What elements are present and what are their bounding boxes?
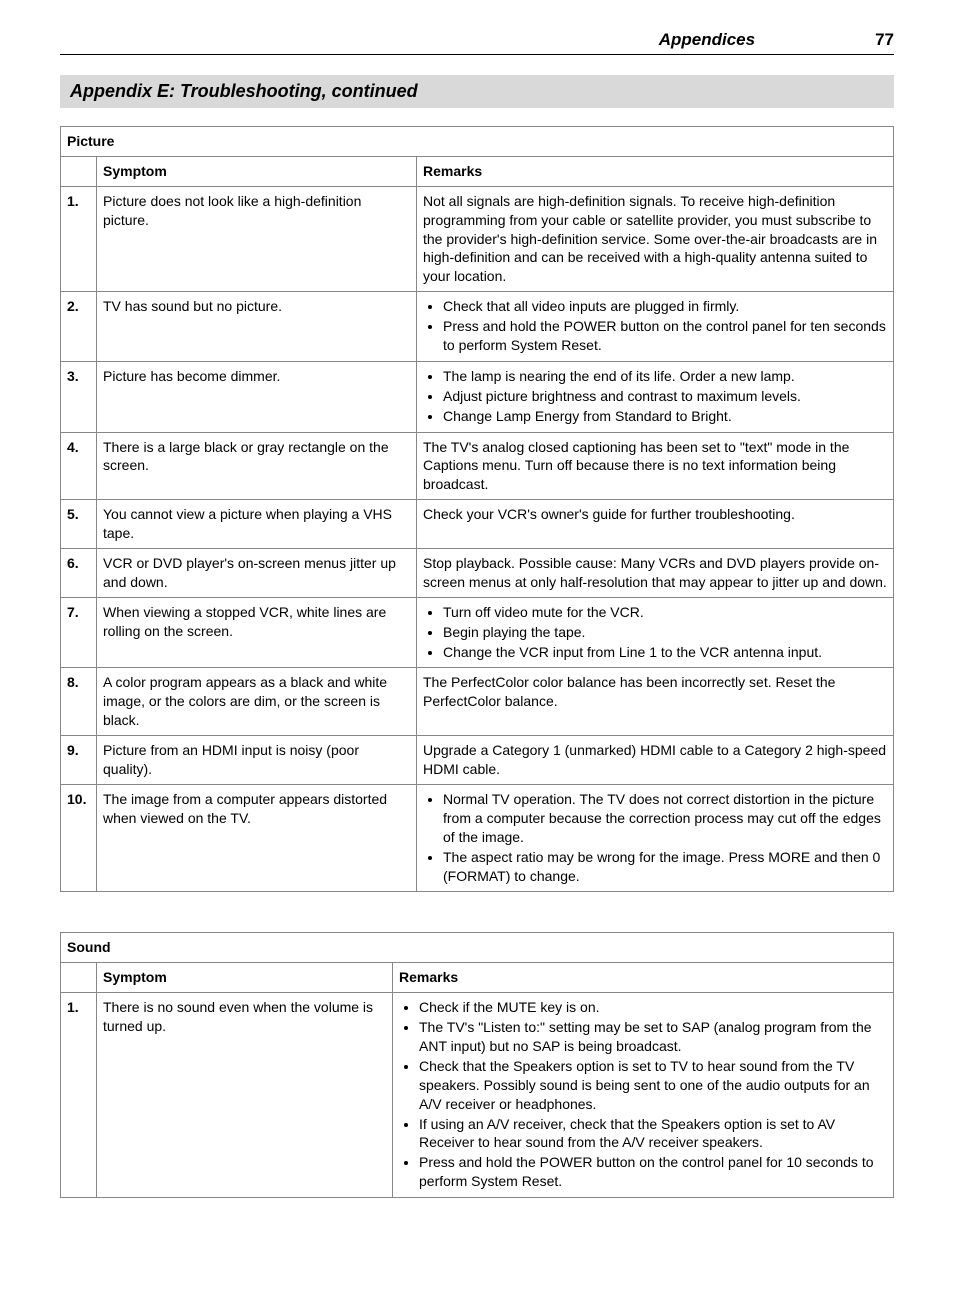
table-header-row: Symptom Remarks <box>61 156 894 186</box>
table-category-row: Sound <box>61 933 894 963</box>
remarks-list-item: The lamp is nearing the end of its life.… <box>443 367 887 386</box>
symptom-cell: There is no sound even when the volume i… <box>97 993 393 1198</box>
symptom-cell: When viewing a stopped VCR, white lines … <box>97 597 417 668</box>
col-symptom-header: Symptom <box>97 156 417 186</box>
remarks-list-item: Adjust picture brightness and contrast t… <box>443 387 887 406</box>
symptom-cell: Picture has become dimmer. <box>97 361 417 432</box>
page-header: Appendices 77 <box>60 30 894 55</box>
remarks-list-item: Press and hold the POWER button on the c… <box>443 317 887 355</box>
symptom-cell: The image from a computer appears distor… <box>97 784 417 891</box>
remarks-list: Check if the MUTE key is on.The TV's "Li… <box>399 998 887 1191</box>
remarks-list-item: Check that all video inputs are plugged … <box>443 297 887 316</box>
symptom-cell: You cannot view a picture when playing a… <box>97 500 417 549</box>
col-num-header <box>61 156 97 186</box>
remarks-cell: The lamp is nearing the end of its life.… <box>417 361 894 432</box>
remarks-list-item: Begin playing the tape. <box>443 623 887 642</box>
table-row: 4.There is a large black or gray rectang… <box>61 432 894 500</box>
table-row: 2.TV has sound but no picture. Check that… <box>61 292 894 362</box>
col-symptom-header: Symptom <box>97 963 393 993</box>
appendix-title: Appendix E: Troubleshooting, continued <box>70 81 418 101</box>
row-number: 7. <box>61 597 97 668</box>
remarks-list-item: Turn off video mute for the VCR. <box>443 603 887 622</box>
row-number: 1. <box>61 993 97 1198</box>
remarks-list-item: The TV's "Listen to:" setting may be set… <box>419 1018 887 1056</box>
symptom-cell: TV has sound but no picture. <box>97 292 417 362</box>
table-category-label: Sound <box>61 933 894 963</box>
remarks-list: Turn off video mute for the VCR.Begin pl… <box>423 603 887 662</box>
remarks-cell: Stop playback. Possible cause: Many VCRs… <box>417 549 894 598</box>
symptom-cell: A color program appears as a black and w… <box>97 668 417 736</box>
remarks-list: Check that all video inputs are plugged … <box>423 297 887 355</box>
remarks-cell: Not all signals are high-definition sign… <box>417 186 894 291</box>
header-section-label: Appendices <box>659 30 755 50</box>
symptom-cell: There is a large black or gray rectangle… <box>97 432 417 500</box>
remarks-cell: Check if the MUTE key is on.The TV's "Li… <box>393 993 894 1198</box>
remarks-cell: Check your VCR's owner's guide for furth… <box>417 500 894 549</box>
header-page-number: 77 <box>875 30 894 50</box>
sound-table: Sound Symptom Remarks 1.There is no soun… <box>60 932 894 1198</box>
table-row: 1.There is no sound even when the volume… <box>61 993 894 1198</box>
remarks-list-item: Change Lamp Energy from Standard to Brig… <box>443 407 887 426</box>
table-row: 1.Picture does not look like a high-defi… <box>61 186 894 291</box>
row-number: 3. <box>61 361 97 432</box>
row-number: 10. <box>61 784 97 891</box>
table-row: 9.Picture from an HDMI input is noisy (p… <box>61 736 894 785</box>
remarks-cell: Check that all video inputs are plugged … <box>417 292 894 362</box>
symptom-cell: Picture from an HDMI input is noisy (poo… <box>97 736 417 785</box>
table-row: 6.VCR or DVD player's on-screen menus ji… <box>61 549 894 598</box>
remarks-cell: Upgrade a Category 1 (unmarked) HDMI cab… <box>417 736 894 785</box>
remarks-cell: The PerfectColor color balance has been … <box>417 668 894 736</box>
row-number: 6. <box>61 549 97 598</box>
table-category-label: Picture <box>61 127 894 157</box>
remarks-list-item: Change the VCR input from Line 1 to the … <box>443 643 887 662</box>
table-header-row: Symptom Remarks <box>61 963 894 993</box>
page-container: Appendices 77 Appendix E: Troubleshootin… <box>0 0 954 1298</box>
table-row: 7.When viewing a stopped VCR, white line… <box>61 597 894 668</box>
remarks-list-item: The aspect ratio may be wrong for the im… <box>443 848 887 886</box>
row-number: 9. <box>61 736 97 785</box>
row-number: 4. <box>61 432 97 500</box>
remarks-cell: Normal TV operation. The TV does not cor… <box>417 784 894 891</box>
appendix-title-bar: Appendix E: Troubleshooting, continued <box>60 75 894 108</box>
row-number: 8. <box>61 668 97 736</box>
picture-table: Picture Symptom Remarks 1.Picture does n… <box>60 126 894 892</box>
remarks-list-item: Normal TV operation. The TV does not cor… <box>443 790 887 847</box>
row-number: 1. <box>61 186 97 291</box>
col-remarks-header: Remarks <box>393 963 894 993</box>
remarks-list-item: Check that the Speakers option is set to… <box>419 1057 887 1114</box>
col-remarks-header: Remarks <box>417 156 894 186</box>
symptom-cell: Picture does not look like a high-defini… <box>97 186 417 291</box>
remarks-cell: The TV's analog closed captioning has be… <box>417 432 894 500</box>
row-number: 5. <box>61 500 97 549</box>
table-category-row: Picture <box>61 127 894 157</box>
remarks-list-item: Press and hold the POWER button on the c… <box>419 1153 887 1191</box>
row-number: 2. <box>61 292 97 362</box>
remarks-cell: Turn off video mute for the VCR.Begin pl… <box>417 597 894 668</box>
remarks-list: The lamp is nearing the end of its life.… <box>423 367 887 426</box>
table-row: 10.The image from a computer appears dis… <box>61 784 894 891</box>
symptom-cell: VCR or DVD player's on-screen menus jitt… <box>97 549 417 598</box>
table-row: 8.A color program appears as a black and… <box>61 668 894 736</box>
remarks-list-item: Check if the MUTE key is on. <box>419 998 887 1017</box>
col-num-header <box>61 963 97 993</box>
remarks-list: Normal TV operation. The TV does not cor… <box>423 790 887 885</box>
table-row: 5.You cannot view a picture when playing… <box>61 500 894 549</box>
table-row: 3.Picture has become dimmer. The lamp is … <box>61 361 894 432</box>
remarks-list-item: If using an A/V receiver, check that the… <box>419 1115 887 1153</box>
